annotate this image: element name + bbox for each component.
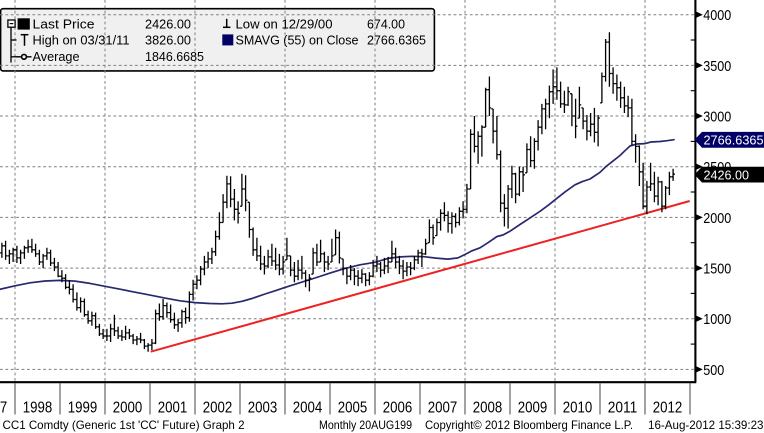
svg-text:2008: 2008 — [473, 399, 503, 416]
svg-text:1000: 1000 — [703, 311, 731, 328]
svg-text:CC1 Comdty (Generic 1st 'CC' F: CC1 Comdty (Generic 1st 'CC' Future) Gra… — [3, 418, 245, 432]
svg-text:2002: 2002 — [203, 399, 233, 416]
svg-text:2010: 2010 — [563, 399, 593, 416]
svg-text:2007: 2007 — [428, 399, 458, 416]
svg-text:Monthly 20AUG199: Monthly 20AUG199 — [319, 418, 412, 432]
svg-text:1846.6685: 1846.6685 — [145, 49, 204, 64]
svg-text:500: 500 — [703, 362, 724, 379]
svg-text:2000: 2000 — [113, 399, 143, 416]
svg-text:2004: 2004 — [293, 399, 323, 416]
svg-text:Average: Average — [33, 49, 80, 64]
svg-text:High on 03/31/11: High on 03/31/11 — [33, 33, 130, 48]
svg-text:2000: 2000 — [703, 210, 731, 227]
svg-text:2426.00: 2426.00 — [704, 167, 750, 182]
svg-text:2766.6365: 2766.6365 — [367, 33, 426, 48]
svg-text:1997: 1997 — [0, 399, 7, 416]
svg-text:2012: 2012 — [653, 399, 683, 416]
svg-text:2006: 2006 — [383, 399, 413, 416]
svg-text:1998: 1998 — [23, 399, 53, 416]
svg-text:3500: 3500 — [703, 58, 731, 75]
svg-text:1500: 1500 — [703, 261, 731, 278]
svg-text:Low on 12/29/00: Low on 12/29/00 — [236, 16, 333, 31]
svg-text:2011: 2011 — [608, 399, 638, 416]
svg-text:SMAVG (55) on Close: SMAVG (55) on Close — [236, 33, 359, 48]
svg-text:Copyright© 2012 Bloomberg Fina: Copyright© 2012 Bloomberg Finance L.P. — [425, 418, 633, 432]
svg-text:2001: 2001 — [158, 399, 188, 416]
svg-text:4000: 4000 — [703, 7, 731, 24]
svg-text:2009: 2009 — [518, 399, 548, 416]
svg-text:1999: 1999 — [68, 399, 98, 416]
svg-text:2766.6365: 2766.6365 — [704, 133, 764, 148]
svg-text:674.00: 674.00 — [367, 16, 405, 31]
svg-text:2003: 2003 — [248, 399, 278, 416]
svg-text:3826.00: 3826.00 — [145, 33, 191, 48]
svg-text:Last Price: Last Price — [33, 16, 95, 31]
svg-text:2426.00: 2426.00 — [145, 16, 191, 31]
svg-text:3000: 3000 — [703, 109, 731, 126]
svg-text:16-Aug-2012 15:39:23: 16-Aug-2012 15:39:23 — [648, 418, 764, 432]
svg-text:2005: 2005 — [338, 399, 368, 416]
